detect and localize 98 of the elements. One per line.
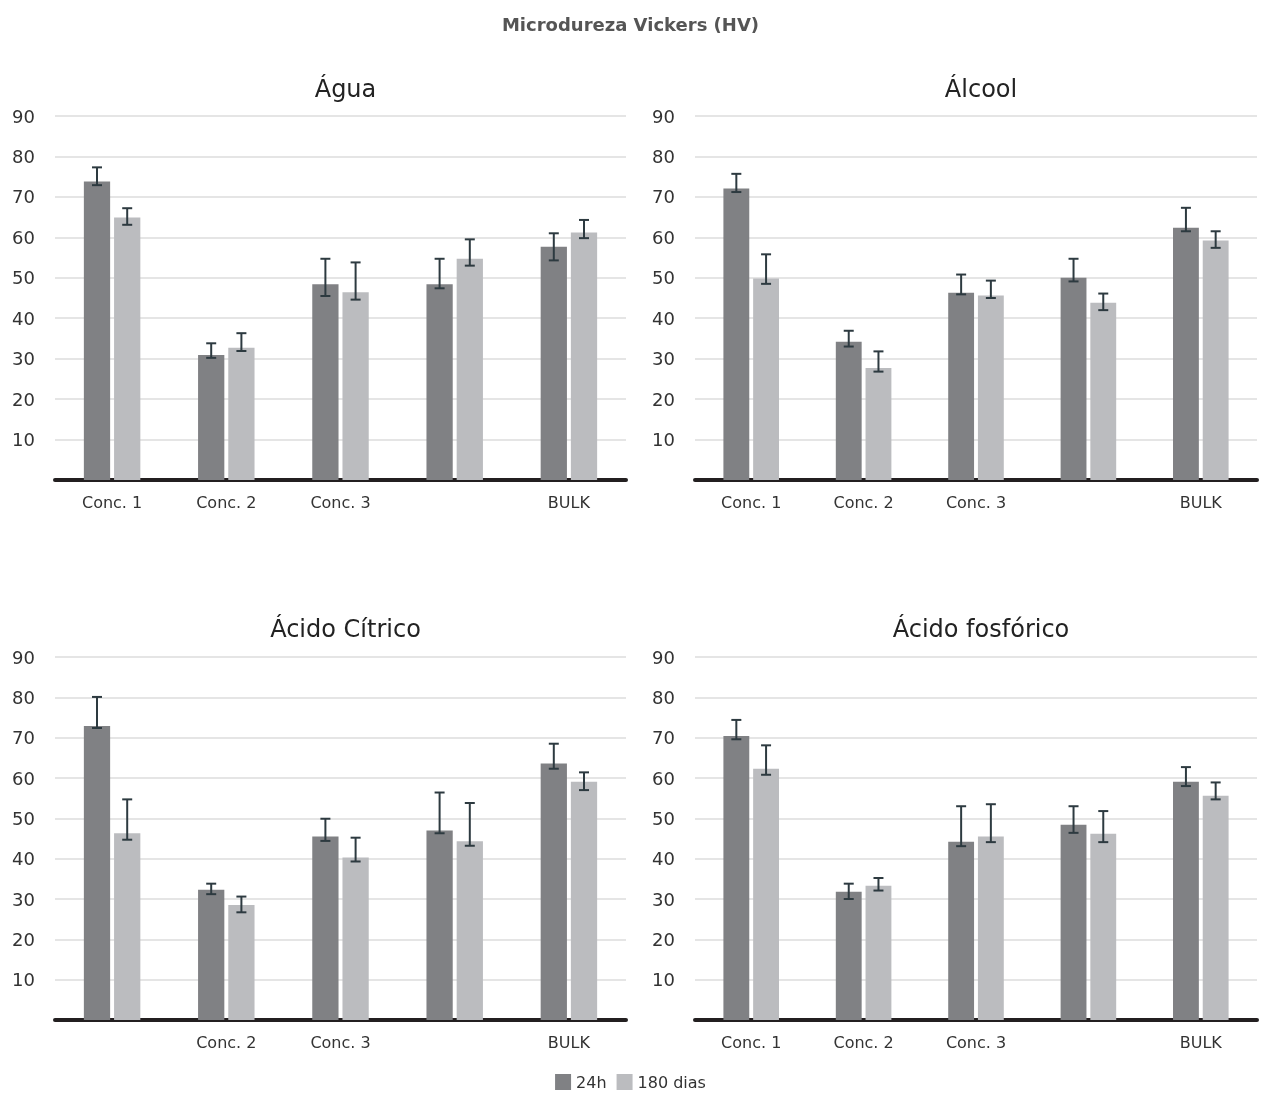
y-tick-label: 60 bbox=[12, 226, 35, 248]
chart-title: Água bbox=[314, 74, 377, 103]
bar bbox=[114, 217, 141, 480]
y-tick-label: 80 bbox=[12, 145, 35, 167]
y-tick-label: 40 bbox=[652, 307, 675, 329]
y-tick-label: 40 bbox=[652, 848, 675, 870]
bar bbox=[1173, 781, 1199, 1020]
y-tick-label: 50 bbox=[12, 807, 35, 829]
bar bbox=[342, 857, 369, 1020]
y-tick-label: 80 bbox=[12, 686, 35, 708]
x-tick-label: Conc. 1 bbox=[81, 492, 143, 512]
y-tick-label: 40 bbox=[12, 848, 35, 870]
bar bbox=[114, 833, 141, 1020]
y-tick-label: 60 bbox=[652, 767, 675, 789]
y-tick-label: 10 bbox=[12, 969, 35, 991]
bar bbox=[835, 341, 862, 480]
y-tick-label: 30 bbox=[12, 348, 35, 370]
y-tick-label: 70 bbox=[652, 727, 675, 749]
bar bbox=[723, 188, 750, 480]
bar bbox=[753, 278, 779, 480]
bar bbox=[1060, 277, 1087, 480]
bar bbox=[83, 181, 111, 480]
bar bbox=[570, 232, 598, 480]
y-tick-label: 30 bbox=[652, 348, 675, 370]
y-tick-label: 30 bbox=[652, 888, 675, 910]
y-tick-label: 90 bbox=[12, 646, 35, 668]
x-tick-label: Conc. 1 bbox=[721, 1032, 782, 1052]
chart-title: Ácido fosfórico bbox=[892, 614, 1070, 643]
y-tick-label: 40 bbox=[12, 307, 35, 329]
bar bbox=[228, 905, 255, 1020]
bar bbox=[342, 292, 369, 480]
bar bbox=[977, 836, 1004, 1020]
y-tick-label: 90 bbox=[652, 646, 675, 668]
y-tick-label: 20 bbox=[652, 928, 675, 950]
bar bbox=[312, 836, 339, 1020]
bar bbox=[723, 736, 750, 1020]
bar bbox=[83, 725, 111, 1020]
y-tick-label: 70 bbox=[12, 186, 35, 208]
y-tick-label: 90 bbox=[652, 105, 675, 127]
bar bbox=[1202, 240, 1229, 480]
bar bbox=[456, 258, 483, 480]
bar bbox=[1173, 227, 1199, 480]
legend-label: 24h bbox=[576, 1072, 607, 1092]
x-tick-label: BULK bbox=[547, 492, 591, 512]
bar bbox=[1090, 833, 1117, 1020]
text: Microdureza Vickers (HV) bbox=[500, 14, 761, 35]
y-tick-label: 90 bbox=[12, 105, 35, 127]
bar bbox=[198, 355, 225, 480]
bar bbox=[540, 246, 567, 480]
y-tick-label: 60 bbox=[12, 767, 35, 789]
y-tick-label: 10 bbox=[12, 429, 35, 451]
y-tick-label: 80 bbox=[652, 686, 675, 708]
y-tick-label: 50 bbox=[12, 267, 35, 289]
bar bbox=[426, 830, 453, 1020]
y-tick-label: 10 bbox=[652, 969, 675, 991]
x-tick-label: BULK bbox=[1179, 1032, 1223, 1052]
bar bbox=[312, 284, 339, 480]
legend-label: 180 dias bbox=[637, 1072, 706, 1092]
bar bbox=[865, 885, 892, 1020]
bar bbox=[948, 841, 975, 1020]
chart-title: Ácido Cítrico bbox=[270, 614, 421, 643]
bar bbox=[865, 367, 892, 480]
y-tick-label: 60 bbox=[652, 226, 675, 248]
y-tick-label: 50 bbox=[652, 267, 675, 289]
bar bbox=[198, 889, 225, 1020]
y-tick-label: 80 bbox=[652, 145, 675, 167]
bar bbox=[977, 295, 1004, 480]
x-tick-label: Conc. 3 bbox=[945, 1032, 1007, 1052]
x-tick-label: Conc. 2 bbox=[196, 492, 257, 512]
bar bbox=[1060, 824, 1087, 1020]
y-tick-label: 70 bbox=[12, 727, 35, 749]
bar bbox=[570, 781, 598, 1020]
bar bbox=[426, 284, 453, 480]
y-tick-label: 30 bbox=[12, 888, 35, 910]
x-tick-label: Conc. 3 bbox=[310, 1032, 371, 1052]
x-tick-label: Conc. 3 bbox=[945, 492, 1007, 512]
y-tick-label: 20 bbox=[12, 928, 35, 950]
chart-title: Álcool bbox=[944, 74, 1018, 103]
y-tick-label: 20 bbox=[652, 388, 675, 410]
bar bbox=[835, 891, 862, 1020]
x-tick-label: BULK bbox=[547, 1032, 591, 1052]
bar bbox=[948, 292, 975, 480]
y-tick-label: 70 bbox=[652, 186, 675, 208]
y-tick-label: 20 bbox=[12, 388, 35, 410]
bar bbox=[1202, 795, 1229, 1020]
x-tick-label: Conc. 1 bbox=[721, 492, 782, 512]
bar bbox=[456, 841, 483, 1020]
bar bbox=[540, 763, 567, 1020]
bar bbox=[753, 768, 779, 1020]
y-tick-label: 10 bbox=[652, 429, 675, 451]
x-tick-label: Conc. 2 bbox=[196, 1032, 257, 1052]
y-tick-label: 50 bbox=[652, 807, 675, 829]
bar bbox=[228, 347, 255, 480]
x-tick-label: Conc. 2 bbox=[833, 1032, 894, 1052]
x-tick-label: BULK bbox=[1179, 492, 1223, 512]
x-tick-label: Conc. 2 bbox=[833, 492, 894, 512]
bar bbox=[1090, 302, 1117, 480]
x-tick-label: Conc. 3 bbox=[310, 492, 371, 512]
